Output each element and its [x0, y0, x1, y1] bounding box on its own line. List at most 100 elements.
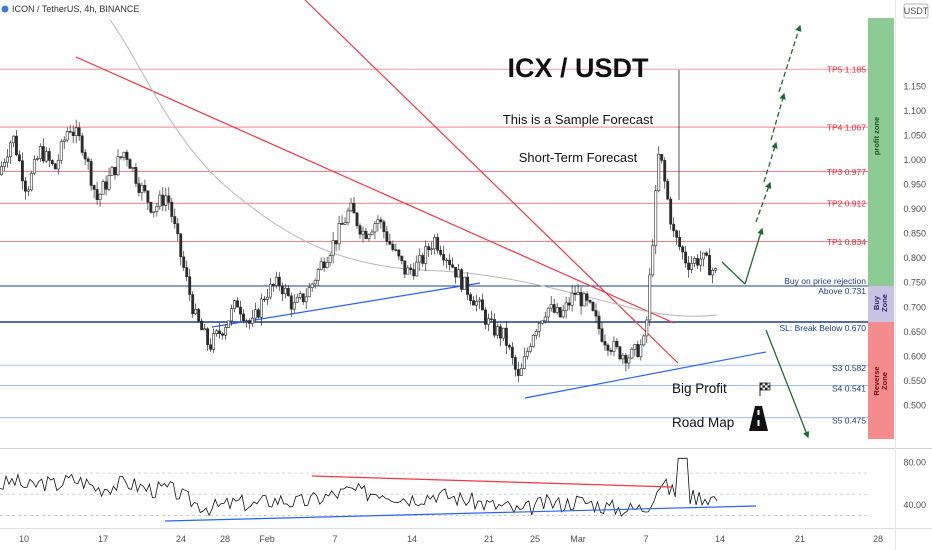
price-tick-label: 0.650 — [903, 327, 926, 337]
candle-body — [379, 219, 383, 223]
candle-body — [403, 260, 407, 275]
candle-body — [248, 320, 251, 324]
candle-body — [149, 201, 153, 213]
candle-body — [478, 299, 481, 302]
currency-badge[interactable] — [903, 3, 929, 19]
candle-body — [313, 280, 317, 285]
candle-body — [594, 310, 598, 317]
candle-body — [427, 246, 431, 251]
candle-body — [618, 346, 622, 360]
candle-body — [696, 258, 700, 266]
candle-body — [224, 327, 227, 336]
reverse-zone — [868, 322, 894, 439]
candle-body — [576, 292, 580, 295]
trendlines — [75, 0, 767, 399]
buy-zone-label-2: Zone — [880, 294, 889, 312]
candle-body — [388, 241, 392, 245]
candle-body — [537, 322, 541, 332]
candle-body — [146, 190, 150, 203]
candle-body — [277, 276, 281, 287]
candle-body — [714, 268, 717, 271]
time-tick-label: 24 — [176, 534, 186, 544]
buy-zone-label-1: Buy — [872, 295, 881, 310]
candle-body — [364, 230, 368, 239]
candle-body — [298, 293, 302, 298]
lower-support-line[interactable] — [524, 351, 767, 399]
buy-zone — [868, 286, 894, 322]
candle-body — [230, 308, 233, 322]
candle-body — [352, 202, 356, 214]
rsi-support-line[interactable] — [164, 505, 757, 522]
level-label: S5 0.475 — [832, 416, 866, 426]
forecast-arrow-tp2 — [755, 181, 772, 223]
reverse-arrow — [765, 329, 810, 439]
time-tick-label: 21 — [795, 534, 805, 544]
candle-body — [481, 299, 484, 311]
candle-body — [433, 237, 437, 250]
candle-body — [101, 181, 105, 195]
time-tick-label: 7 — [332, 534, 337, 544]
candle-body — [597, 315, 601, 330]
descending-trendline[interactable] — [75, 56, 675, 324]
candle-body — [684, 251, 688, 264]
candle-body — [376, 219, 380, 225]
candle-body — [50, 160, 54, 165]
candle-body — [570, 292, 574, 306]
price-tick-label: 1.050 — [903, 130, 926, 140]
candle-body — [53, 163, 57, 170]
candle-body — [487, 318, 490, 325]
candle-body — [678, 237, 682, 248]
candle-body — [418, 255, 422, 263]
candle-body — [331, 240, 335, 257]
candle-body — [636, 344, 640, 358]
rising-support-line[interactable] — [211, 282, 481, 328]
candle-body — [125, 151, 129, 160]
candle-body — [131, 167, 135, 169]
candle-body — [68, 131, 72, 133]
candle-body — [110, 166, 114, 176]
candle-body — [564, 302, 568, 312]
candle-body — [17, 154, 21, 162]
forecast-arrow-down — [721, 261, 746, 285]
candle-body — [711, 269, 714, 276]
candle-body — [268, 283, 272, 298]
candle-body — [693, 258, 697, 264]
steep-trendline[interactable] — [304, 0, 679, 364]
time-tick-label: 14 — [715, 534, 725, 544]
candle-body — [128, 159, 132, 169]
candle-body — [573, 292, 577, 295]
candle-body — [385, 231, 389, 242]
level-label: TP2 0.912 — [827, 199, 866, 209]
candle-body — [310, 283, 314, 288]
candle-body — [612, 340, 616, 352]
candle-body — [504, 327, 508, 346]
candle-body — [669, 198, 673, 225]
candle-body — [507, 345, 511, 348]
time-tick-label: Feb — [259, 534, 275, 544]
candles — [0, 70, 717, 383]
candle-body — [346, 210, 350, 223]
rsi-bearish-divergence[interactable] — [311, 475, 673, 488]
candle-body — [12, 135, 15, 144]
price-tick-label: 0.600 — [903, 351, 926, 361]
candle-body — [203, 328, 207, 331]
candle-body — [627, 357, 631, 364]
candle-body — [140, 185, 144, 193]
candle-body — [409, 267, 413, 271]
candle-body — [116, 156, 120, 176]
level-label: TP1 0.834 — [827, 237, 866, 247]
candle-body — [585, 293, 589, 301]
symbol-logo-icon — [1, 5, 9, 13]
candle-body — [206, 328, 210, 346]
candle-body — [579, 292, 583, 307]
candle-body — [265, 296, 269, 300]
candle-body — [442, 254, 446, 261]
candle-body — [534, 331, 538, 336]
candle-body — [490, 318, 493, 320]
symbol-title: ICON / TetherUS, 4h, BINANCE — [12, 4, 139, 14]
moving-average-line — [109, 19, 718, 317]
candle-body — [215, 330, 219, 334]
candle-body — [107, 175, 111, 190]
candle-body — [606, 344, 610, 351]
